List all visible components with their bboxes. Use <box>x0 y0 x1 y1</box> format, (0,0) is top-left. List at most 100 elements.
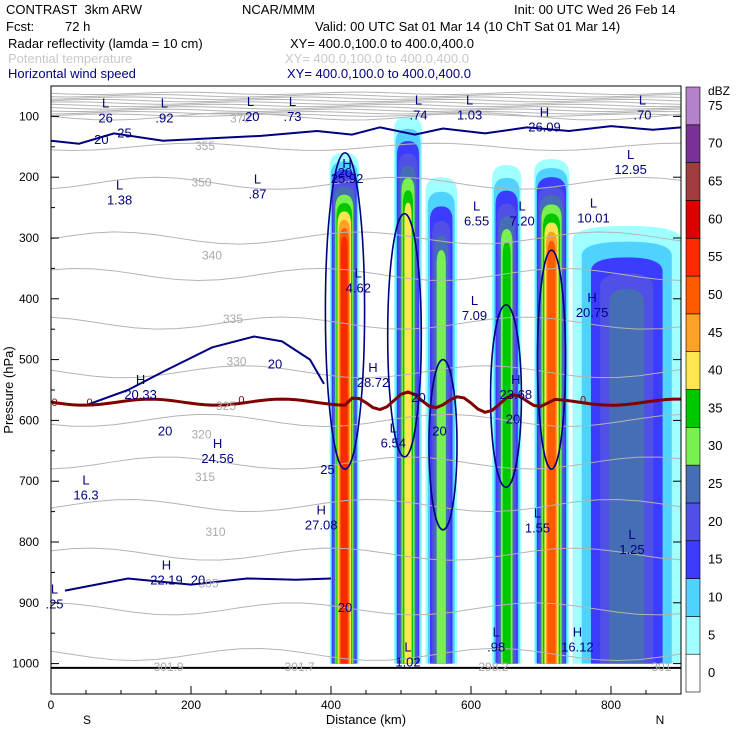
extremum-marker: L <box>247 94 254 109</box>
y-axis-title: Pressure (hPa) <box>1 346 16 433</box>
extremum-value: 24.56 <box>201 451 234 466</box>
extremum-value: 16.12 <box>561 639 594 654</box>
colorbar-label: 55 <box>708 249 722 264</box>
colorbar-label: 15 <box>708 552 722 567</box>
extremum-marker: H <box>136 372 145 387</box>
colorbar-swatch <box>685 162 701 201</box>
extremum-marker: L <box>639 92 646 107</box>
x-end-label-north: N <box>656 713 665 727</box>
extremum-marker: H <box>511 372 520 387</box>
extremum-value: 27.08 <box>305 518 338 533</box>
extremum-marker: L <box>254 171 261 186</box>
extremum-value: 12.95 <box>614 162 647 177</box>
isentrope-line <box>51 231 681 245</box>
extremum-marker: L <box>518 199 525 214</box>
colorbar-swatch <box>685 464 701 504</box>
extremum-value: 26 <box>98 110 112 125</box>
isentrope-label: 320 <box>191 428 211 442</box>
colorbar-swatch <box>685 275 701 315</box>
colorbar-label: 40 <box>708 363 722 378</box>
colorbar-label: 45 <box>708 325 722 340</box>
extremum-value: 22.19 <box>150 572 183 587</box>
institution-label: NCAR/MMM <box>242 2 315 17</box>
colorbar-label: 70 <box>708 136 722 151</box>
valid-time: Valid: 00 UTC Sat 01 Mar 14 (10 ChT Sat … <box>315 19 621 34</box>
isentrope-label: 298.2 <box>478 660 508 674</box>
extremum-value: 1.38 <box>107 192 132 207</box>
zero-contour-label: 0 <box>580 395 586 407</box>
extremum-marker: H <box>317 503 326 518</box>
extremum-marker: L <box>590 196 597 211</box>
isentrope-line-top <box>51 94 681 98</box>
zero-contour-line <box>51 390 681 414</box>
isentrope-line <box>51 112 681 121</box>
colorbar-label: 50 <box>708 287 722 302</box>
x-tick-label: 600 <box>461 698 481 712</box>
extremum-value: 16.3 <box>73 487 98 502</box>
extremum-value: 10.01 <box>577 211 610 226</box>
x-tick-label: 400 <box>321 698 341 712</box>
field-reflectivity-name: Radar reflectivity (lamda = 10 cm) <box>8 36 203 51</box>
isentrope-line <box>51 316 681 330</box>
isentrope-label: 340 <box>202 248 222 262</box>
colorbar-swatch <box>685 313 701 352</box>
extremum-value: 1.03 <box>457 107 482 122</box>
extremum-value: .73 <box>283 109 301 124</box>
extremum-value: 28.72 <box>357 375 390 390</box>
wind-contour-label: 20 <box>94 132 108 147</box>
isentrope-line-top <box>51 108 681 113</box>
extremum-marker: H <box>540 104 549 119</box>
reflectivity-cell-5-level-25 <box>609 288 645 664</box>
extremum-value: 1.25 <box>619 542 644 557</box>
colorbar-label: 20 <box>708 514 722 529</box>
zero-contour-label: 0 <box>86 397 92 409</box>
extremum-marker: L <box>628 527 635 542</box>
extremum-value: 20.33 <box>124 387 157 402</box>
extremum-marker: L <box>493 624 500 639</box>
extremum-marker: L <box>289 94 296 109</box>
extremum-marker: L <box>627 147 634 162</box>
colorbar-swatch <box>685 616 701 655</box>
extremum-marker: L <box>534 506 541 521</box>
plot-area <box>51 86 681 694</box>
colorbar-label: 5 <box>708 627 715 642</box>
colorbar-swatch <box>685 502 701 542</box>
extremum-marker: L <box>404 639 411 654</box>
colorbar-label: 30 <box>708 438 722 453</box>
extremum-marker: L <box>390 421 397 436</box>
y-tick-label: 800 <box>19 535 39 549</box>
x-axis-title: Distance (km) <box>326 712 406 727</box>
y-tick-label: 200 <box>19 170 39 184</box>
isentrope-label: 350 <box>191 175 211 189</box>
isentrope-line <box>51 413 681 427</box>
extremum-value: .98 <box>487 639 505 654</box>
isentrope-line-top <box>51 96 681 100</box>
extremum-marker: H <box>587 290 596 305</box>
colorbar-swatch <box>685 653 701 693</box>
extremum-marker: H <box>573 624 582 639</box>
isentrope-line-top <box>51 106 681 110</box>
wind-contour-loop <box>428 358 458 531</box>
reflectivity-cell-1-level-40 <box>404 202 412 664</box>
extremum-marker: L <box>415 92 422 107</box>
colorbar-swatch <box>685 389 701 428</box>
y-tick-label: 600 <box>19 413 39 427</box>
isentrope-line <box>51 547 681 561</box>
extremum-value: .20 <box>241 109 259 124</box>
y-tick-label: 100 <box>19 109 39 123</box>
colorbar-label: 35 <box>708 400 722 415</box>
y-tick-label: 300 <box>19 231 39 245</box>
zero-contour-label: 0 <box>51 397 57 409</box>
wind-contour-label: 20 <box>158 424 172 439</box>
isentrope-label: 305 <box>198 577 218 591</box>
isentrope-line-top <box>51 98 681 103</box>
extremum-value: 7.20 <box>509 214 534 229</box>
colorbar-swatch <box>685 578 701 617</box>
colorbar-label: 60 <box>708 211 722 226</box>
extremum-value: 6.55 <box>464 214 489 229</box>
wind-contour-label: 20 <box>268 357 282 372</box>
colorbar-swatch <box>685 427 701 466</box>
colorbar-swatch <box>685 200 701 239</box>
field-wind-name: Horizontal wind speed <box>8 66 136 81</box>
